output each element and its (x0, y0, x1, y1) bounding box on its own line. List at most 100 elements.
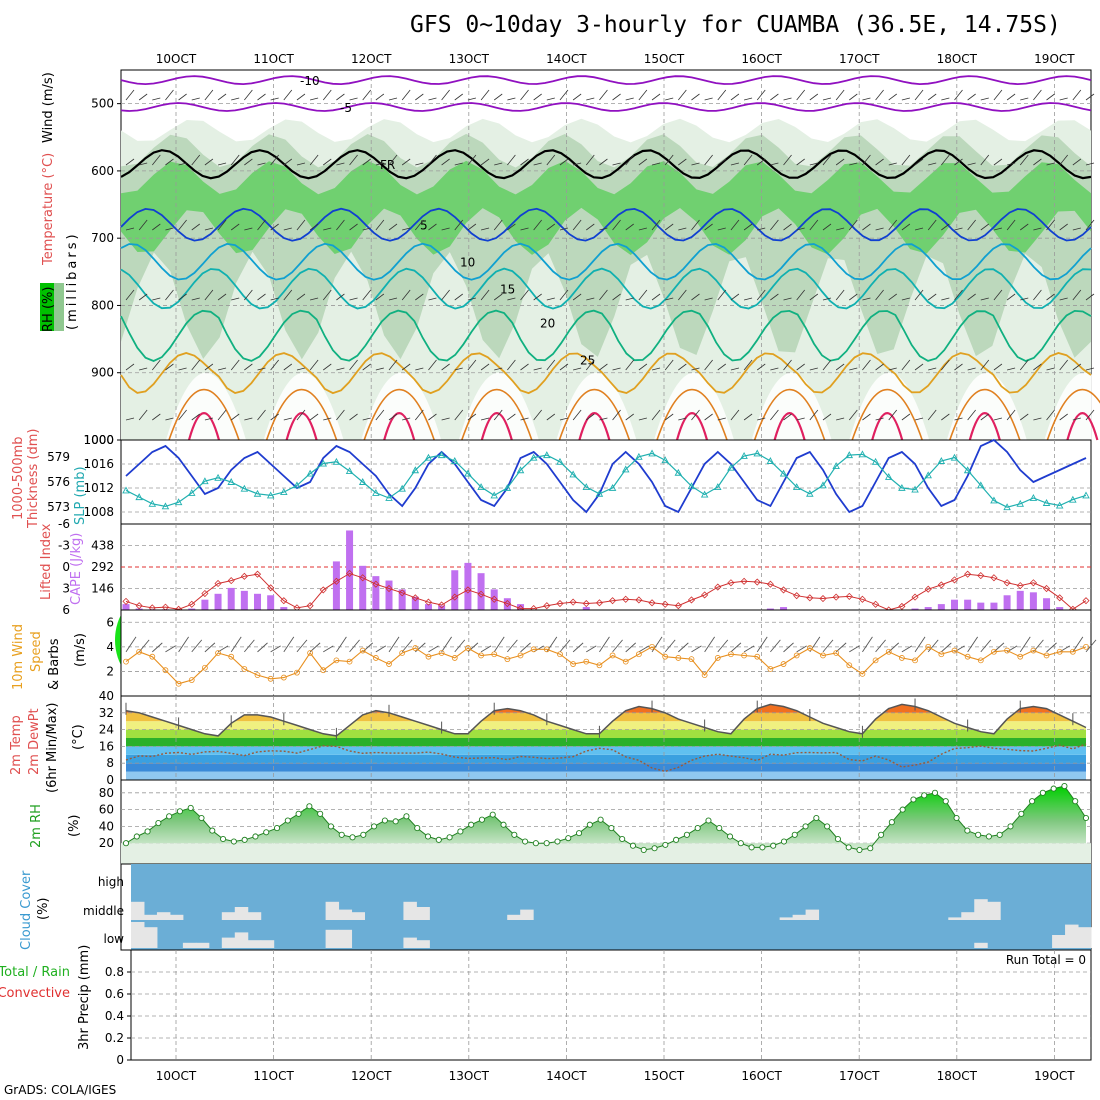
wind-ylabel-1: 10m Wind (11, 624, 26, 690)
wind-speed-point (688, 656, 695, 663)
cloud-low-block (260, 940, 275, 948)
wind-barb (691, 219, 700, 231)
thickness-point (319, 459, 328, 467)
cape-ticks: -6 -3 0 3 6 438 292 146 (58, 517, 114, 617)
cape-bar (977, 602, 985, 610)
wind-barb (849, 293, 858, 301)
wind-barb (743, 413, 753, 421)
lifted-index-point (280, 597, 288, 605)
lifted-index-point (411, 594, 419, 602)
profile-y-ticks: 500 600 700 800 900 1000 (83, 97, 121, 447)
temp-ticks: 32 24 16 8 0 (99, 706, 114, 787)
profile-ylabel-mb: (millibars) (65, 231, 80, 330)
lifted-index-point (556, 599, 564, 608)
slp-tick: 1016 (83, 457, 114, 471)
lifted-index-line (122, 569, 1090, 614)
wind-barb (428, 97, 437, 101)
dry-pocket (263, 372, 344, 440)
wind-speed-point (898, 655, 905, 661)
lifted-index-point (503, 599, 511, 608)
wind-barb (941, 359, 950, 371)
wind-barb (310, 97, 319, 101)
rh2m-point (813, 814, 820, 822)
rh2m-point (511, 831, 518, 838)
lifted-index-point (569, 598, 577, 606)
wind-barb (612, 409, 621, 421)
wind-barb (967, 93, 976, 101)
wind-barb (809, 162, 818, 166)
rh2m-panel: 80 60 40 20 2m RH (%) (29, 779, 1092, 865)
wind-barb (796, 417, 805, 421)
wind10m-barb (375, 645, 387, 653)
wind10m-barb (152, 642, 163, 653)
wind-barb (138, 409, 148, 421)
wind-barb (927, 409, 937, 421)
wind-barb (770, 409, 779, 421)
rh2m-point (705, 817, 712, 824)
wind-barb (217, 409, 227, 421)
cloud-low-block (131, 922, 145, 948)
lifted-index-point (1029, 579, 1037, 587)
thickness-point (871, 457, 880, 465)
rh-tick: 80 (99, 786, 114, 800)
wind-barb (309, 359, 319, 371)
temp-contour-hot (285, 411, 318, 441)
wind-barb (559, 158, 569, 166)
wind-speed-point (228, 653, 235, 660)
wind10m-barb (520, 642, 531, 653)
temp-contour-hot (480, 411, 513, 441)
wind-barb (1046, 219, 1055, 231)
rh2m-point (737, 840, 744, 847)
wind10m-barb (664, 639, 676, 653)
wind-barb (1059, 223, 1068, 231)
wind-barb (559, 417, 569, 421)
wind-speed-point (162, 667, 169, 674)
rh2m-point (931, 789, 939, 796)
wind-barb (704, 413, 713, 421)
rh2m-point (953, 814, 960, 822)
lifted-index-point (372, 580, 380, 588)
wind-barb (1033, 158, 1042, 166)
rh2m-point (824, 823, 831, 830)
precip-tick: 0.2 (105, 1031, 124, 1045)
cloud-middle-block (961, 912, 975, 920)
wind-barb (954, 417, 963, 421)
rh-ylabel-1: 2m RH (29, 804, 44, 848)
tick-label: 600 (91, 164, 114, 178)
rh-band-mid (121, 160, 1091, 255)
temp-contour-hot (187, 411, 221, 441)
wind-barb (230, 413, 240, 421)
wind-barb (401, 158, 411, 166)
temp-contour-warm (753, 389, 826, 441)
contour-label: 20 (540, 316, 555, 330)
wind-barb (257, 93, 266, 101)
cloud-low-block (1078, 927, 1092, 948)
rh2m-point (1072, 798, 1079, 805)
wind-barb (533, 162, 542, 166)
thickness-point (161, 502, 170, 510)
lifted-index-point (267, 584, 275, 592)
wind-barb (796, 227, 805, 231)
thickness-point (332, 457, 341, 465)
thickness-point (714, 483, 722, 490)
wind-barb (125, 417, 135, 421)
wind-barb (507, 297, 516, 301)
cloud-middle-block (143, 914, 158, 920)
wind-barb (678, 158, 687, 166)
cloud-background (131, 864, 1091, 950)
wind-barb (822, 297, 832, 301)
wind-barb (217, 367, 227, 371)
wind-barb (428, 413, 437, 421)
wind-barb (783, 359, 792, 371)
wind-barb (783, 413, 792, 421)
wind-barb (520, 289, 529, 301)
thickness-point (621, 465, 630, 473)
wind-barb (770, 293, 779, 301)
wind-barb (809, 409, 819, 421)
wind-barb (651, 219, 661, 231)
wind-speed-point (806, 645, 813, 651)
cape-tick: 146 (91, 582, 114, 596)
cape-bar (950, 599, 958, 610)
thickness-point (608, 483, 617, 491)
wind-barb (296, 162, 306, 166)
